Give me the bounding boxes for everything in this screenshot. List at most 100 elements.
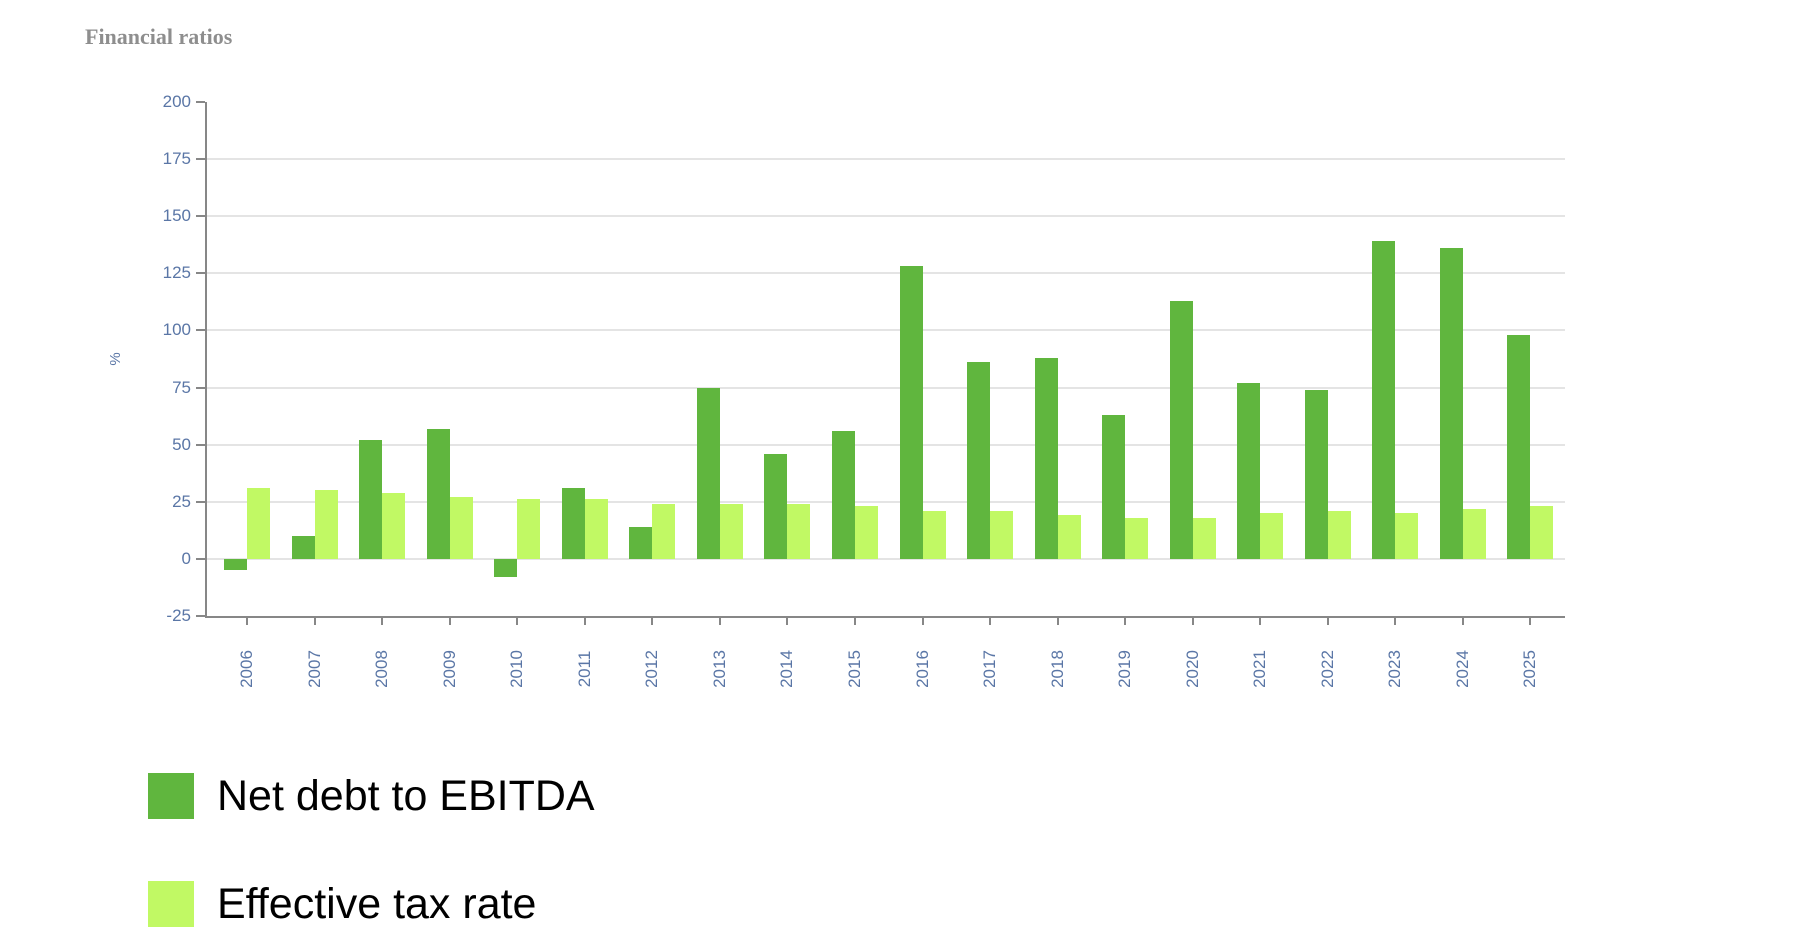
- x-tick-2019: [1124, 616, 1127, 625]
- bar-net-debt-to-ebitda-2007: [291, 536, 315, 559]
- x-tick-2023: [1394, 616, 1397, 625]
- bar-net-debt-to-ebitda-2011: [561, 488, 585, 559]
- legend-label: Net debt to EBITDA: [217, 772, 595, 820]
- x-tick-2009: [448, 616, 451, 625]
- y-tick-label-175: 175: [162, 149, 191, 169]
- bar-net-debt-to-ebitda-2009: [426, 428, 450, 559]
- x-tick-label-2025: 2025: [1520, 650, 1540, 688]
- bar-net-debt-to-ebitda-2017: [967, 362, 991, 559]
- y-tick-50: [196, 443, 205, 446]
- y-axis-label: %: [106, 352, 124, 366]
- chart-title: Financial ratios: [85, 24, 233, 49]
- bar-net-debt-to-ebitda-2014: [764, 453, 788, 559]
- y-tick-200: [196, 101, 205, 103]
- x-tick-2024: [1461, 616, 1464, 625]
- bar-net-debt-to-ebitda-2022: [1304, 389, 1328, 559]
- bar-net-debt-to-ebitda-2018: [1034, 357, 1058, 559]
- gridline-100: [207, 329, 1565, 332]
- x-tick-2015: [853, 616, 856, 625]
- gridline-0: [207, 557, 1565, 560]
- y-tick-75: [196, 386, 205, 389]
- plot-area: % 200 175 150 125 100 75 50 25 0 -25 2006 2007 2008 2…: [107, 92, 1565, 688]
- bar-net-debt-to-ebitda-2024: [1439, 248, 1463, 559]
- bar-effective-tax-rate-2007: [314, 490, 338, 559]
- bar-net-debt-to-ebitda-2025: [1507, 335, 1531, 559]
- gridline-50: [207, 443, 1565, 446]
- bar-net-debt-to-ebitda-2006: [224, 558, 247, 571]
- y-tick-100: [196, 329, 205, 332]
- gridline-175: [207, 158, 1565, 161]
- bar-effective-tax-rate-2014: [787, 504, 811, 559]
- bar-net-debt-to-ebitda-2015: [831, 430, 855, 559]
- x-tick-2016: [921, 616, 924, 625]
- bar-net-debt-to-ebitda-2016: [899, 266, 923, 559]
- x-tick-2021: [1259, 616, 1262, 625]
- x-tick-2014: [786, 616, 789, 625]
- y-tick-label-125: 125: [162, 263, 191, 283]
- bar-effective-tax-rate-2013: [719, 504, 743, 559]
- legend-item-effective-tax-rate[interactable]: Effective tax rate: [148, 880, 595, 928]
- bar-effective-tax-rate-2023: [1395, 513, 1419, 559]
- y-tick-175: [196, 158, 205, 161]
- bar-net-debt-to-ebitda-2020: [1169, 300, 1193, 559]
- x-tick-2022: [1326, 616, 1329, 625]
- bar-net-debt-to-ebitda-2021: [1237, 382, 1261, 559]
- bar-effective-tax-rate-2025: [1530, 506, 1554, 559]
- x-tick-2018: [1056, 616, 1059, 625]
- y-tick-150: [196, 215, 205, 218]
- bar-effective-tax-rate-2010: [517, 499, 541, 559]
- x-tick-2007: [313, 616, 316, 625]
- bar-effective-tax-rate-2017: [990, 510, 1014, 559]
- y-tick-125: [196, 272, 205, 275]
- y-tick-25: [196, 500, 205, 503]
- x-tick-2011: [583, 616, 586, 625]
- bar-effective-tax-rate-2020: [1192, 517, 1216, 559]
- bar-effective-tax-rate-2006: [247, 488, 270, 559]
- gridline-25: [207, 500, 1565, 503]
- y-tick-0: [196, 557, 205, 560]
- legend-label: Effective tax rate: [217, 880, 537, 928]
- bar-net-debt-to-ebitda-2008: [359, 440, 383, 559]
- bar-net-debt-to-ebitda-2012: [629, 526, 653, 559]
- x-tick-2008: [381, 616, 384, 625]
- y-tick-label-75: 75: [172, 377, 191, 397]
- bar-effective-tax-rate-2008: [382, 492, 406, 559]
- bar-effective-tax-rate-2011: [584, 499, 608, 559]
- x-tick-2017: [989, 616, 992, 625]
- bar-effective-tax-rate-2009: [449, 497, 473, 559]
- y-tick-label-150: 150: [162, 206, 191, 226]
- bar-net-debt-to-ebitda-2010: [494, 558, 518, 578]
- bar-effective-tax-rate-2012: [652, 504, 676, 559]
- x-tick-2012: [651, 616, 654, 625]
- legend-swatch-light-green: [148, 881, 194, 927]
- bar-effective-tax-rate-2016: [922, 510, 946, 559]
- y-tick-label--25: -25: [166, 606, 191, 625]
- legend-swatch-dark-green: [148, 773, 194, 819]
- y-tick-label-25: 25: [172, 491, 191, 511]
- bar-effective-tax-rate-2015: [854, 506, 878, 559]
- legend-item-net-debt-to-ebitda[interactable]: Net debt to EBITDA: [148, 772, 595, 820]
- bar-net-debt-to-ebitda-2013: [696, 387, 720, 559]
- bar-net-debt-to-ebitda-2019: [1102, 414, 1126, 559]
- bar-effective-tax-rate-2021: [1260, 513, 1284, 559]
- gridline-75: [207, 386, 1565, 389]
- gridline-125: [207, 272, 1565, 275]
- y-tick-label-0: 0: [181, 548, 191, 568]
- y-tick-label-100: 100: [162, 320, 191, 340]
- x-tick-2020: [1191, 616, 1194, 625]
- bar-effective-tax-rate-2024: [1462, 508, 1486, 559]
- x-tick-2025: [1529, 616, 1532, 625]
- bar-net-debt-to-ebitda-2023: [1372, 241, 1396, 559]
- x-tick-2013: [718, 616, 721, 625]
- y-tick-label-50: 50: [172, 434, 191, 454]
- bar-effective-tax-rate-2018: [1057, 515, 1081, 559]
- x-tick-2010: [516, 616, 519, 625]
- legend: Net debt to EBITDA Effective tax rate: [148, 772, 595, 928]
- bar-effective-tax-rate-2022: [1327, 510, 1351, 559]
- bar-effective-tax-rate-2019: [1125, 517, 1149, 559]
- gridline-150: [207, 215, 1565, 218]
- y-tick-label-200: 200: [162, 92, 191, 111]
- x-tick-2006: [246, 616, 248, 625]
- y-tick--25: [196, 615, 205, 617]
